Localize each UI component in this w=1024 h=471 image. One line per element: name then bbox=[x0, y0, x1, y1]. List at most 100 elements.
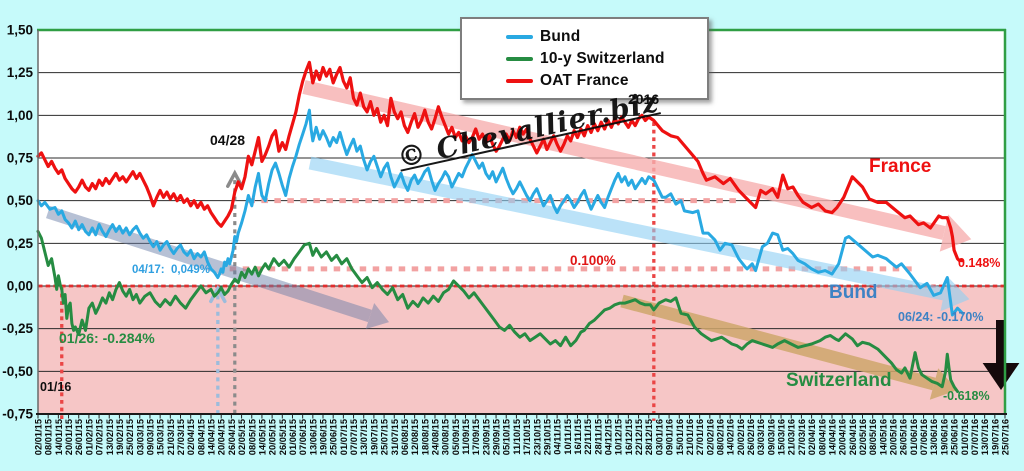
x-tick-label: 02/04/16 bbox=[807, 419, 817, 455]
x-tick-label: 10/11/15 bbox=[563, 419, 573, 455]
x-tick-label: 11/09/15 bbox=[461, 419, 471, 455]
x-tick-label: 08/04/16 bbox=[817, 419, 827, 455]
x-tick-label: 21/01/16 bbox=[685, 419, 695, 455]
x-tick-label: 26/04/15 bbox=[227, 419, 237, 455]
france-line-swatch bbox=[506, 78, 533, 84]
x-tick-label: 14/01/15 bbox=[54, 419, 64, 455]
x-tick-label: 02/05/15 bbox=[237, 419, 247, 455]
x-tick-label: 08/02/16 bbox=[715, 419, 725, 455]
x-tick-label: 20/04/16 bbox=[838, 419, 848, 455]
x-tick-label: 19/06/16 bbox=[939, 419, 949, 455]
up-chevron-icon bbox=[209, 284, 227, 304]
x-tick-label: 14/04/16 bbox=[827, 419, 837, 455]
x-tick-label: 19/06/15 bbox=[319, 419, 329, 455]
x-tick-label: 25/07/15 bbox=[380, 419, 390, 455]
x-tick-label: 20/04/15 bbox=[217, 419, 227, 455]
x-tick-label: 09/01/16 bbox=[665, 419, 675, 455]
x-tick-label: 15/03/15 bbox=[156, 419, 166, 455]
x-tick-label: 15/01/16 bbox=[675, 419, 685, 455]
x-tick-label: 03/01/16 bbox=[654, 419, 664, 455]
10-y-switzerland-curve bbox=[36, 229, 959, 393]
x-axis: 02/01/15 08/01/15 14/01/15 20/01/15 26/01/15… bbox=[34, 414, 1011, 455]
x-tick-label: 03/03/16 bbox=[756, 419, 766, 455]
x-tick-label: 08/05/15 bbox=[247, 419, 257, 455]
x-tick-label: 28/12/15 bbox=[644, 419, 654, 455]
legend-item-bund: Bund bbox=[506, 26, 699, 48]
x-tick-label: 08/01/15 bbox=[44, 419, 54, 455]
x-tick-label: 13/06/15 bbox=[308, 419, 318, 455]
x-tick-label: 14/05/15 bbox=[257, 419, 267, 455]
x-tick-label: 01/06/15 bbox=[288, 419, 298, 455]
legend-label-bund: Bund bbox=[540, 28, 581, 45]
x-tick-label: 07/07/15 bbox=[349, 419, 359, 455]
below-zero-region bbox=[38, 286, 1005, 414]
x-tick-label: 01/02/15 bbox=[84, 419, 94, 455]
x-tick-label: 01/07/16 bbox=[960, 419, 970, 455]
x-tick-label: 27/03/16 bbox=[797, 419, 807, 455]
x-tick-label: 20/05/16 bbox=[889, 419, 899, 455]
legend-item-switzerland: 10-y Switzerland bbox=[506, 48, 699, 70]
x-tick-label: 07/06/15 bbox=[298, 419, 308, 455]
x-tick-label: 27/03/15 bbox=[176, 419, 186, 455]
x-tick-label: 25/06/15 bbox=[329, 419, 339, 455]
x-tick-label: 23/10/15 bbox=[532, 419, 542, 455]
y-tick-label: -0,75 bbox=[2, 407, 33, 422]
x-tick-label: 16/11/15 bbox=[573, 419, 583, 455]
y-tick-label: 0,25 bbox=[7, 236, 34, 251]
legend: Bund 10-y Switzerland OAT France bbox=[460, 17, 709, 100]
x-tick-label: 19/07/15 bbox=[369, 419, 379, 455]
x-tick-label: 19/02/15 bbox=[115, 419, 125, 455]
y-tick-label: -0,25 bbox=[2, 321, 33, 336]
x-tick-label: 16/12/15 bbox=[624, 419, 634, 455]
x-tick-label: 28/11/15 bbox=[593, 419, 603, 455]
x-tick-label: 22/11/15 bbox=[583, 419, 593, 455]
x-tick-label: 13/07/16 bbox=[980, 419, 990, 455]
x-tick-label: 14/02/16 bbox=[726, 419, 736, 455]
x-tick-label: 08/04/15 bbox=[196, 419, 206, 455]
x-tick-label: 10/12/15 bbox=[614, 419, 624, 455]
x-tick-label: 05/10/15 bbox=[502, 419, 512, 455]
reference-lines bbox=[38, 122, 1005, 421]
bund-curve bbox=[36, 108, 965, 317]
y-tick-label: 1,50 bbox=[7, 23, 33, 38]
x-tick-label: 17/10/15 bbox=[522, 419, 532, 455]
legend-label-switzerland: 10-y Switzerland bbox=[540, 50, 665, 67]
x-tick-label: 29/09/15 bbox=[492, 419, 502, 455]
x-tick-label: 31/07/15 bbox=[390, 419, 400, 455]
x-tick-label: 27/01/16 bbox=[695, 419, 705, 455]
oat-france-curve bbox=[36, 60, 965, 263]
black-down-arrow bbox=[982, 320, 1020, 390]
series-lines bbox=[36, 60, 965, 393]
x-tick-label: 18/08/15 bbox=[420, 419, 430, 455]
y-tick-label: 0,75 bbox=[7, 151, 34, 166]
x-tick-label: 29/10/15 bbox=[542, 419, 552, 455]
x-tick-label: 11/10/15 bbox=[512, 419, 522, 455]
x-tick-label: 01/06/16 bbox=[909, 419, 919, 455]
x-tick-label: 07/06/16 bbox=[919, 419, 929, 455]
x-tick-label: 26/04/16 bbox=[848, 419, 858, 455]
x-tick-label: 07/07/16 bbox=[970, 419, 980, 455]
x-tick-label: 02/04/15 bbox=[186, 419, 196, 455]
y-tick-label: 1,00 bbox=[7, 108, 33, 123]
x-tick-label: 26/01/15 bbox=[74, 419, 84, 455]
x-tick-label: 20/01/15 bbox=[64, 419, 74, 455]
x-tick-label: 04/12/15 bbox=[604, 419, 614, 455]
switzerland-line-swatch bbox=[506, 56, 533, 62]
x-tick-label: 20/02/16 bbox=[736, 419, 746, 455]
legend-label-france: OAT France bbox=[540, 72, 629, 89]
x-tick-label: 06/08/15 bbox=[400, 419, 410, 455]
x-tick-label: 17/09/15 bbox=[471, 419, 481, 455]
y-tick-label: 0,50 bbox=[7, 193, 33, 208]
x-tick-label: 13/07/15 bbox=[359, 419, 369, 455]
x-tick-label: 15/03/16 bbox=[777, 419, 787, 455]
x-tick-label: 14/05/16 bbox=[878, 419, 888, 455]
x-tick-label: 26/02/16 bbox=[746, 419, 756, 455]
x-tick-label: 20/05/15 bbox=[268, 419, 278, 455]
x-tick-label: 02/02/16 bbox=[705, 419, 715, 455]
x-tick-label: 30/08/15 bbox=[441, 419, 451, 455]
y-tick-label: 0,00 bbox=[7, 279, 33, 294]
x-tick-label: 02/01/15 bbox=[34, 419, 44, 455]
x-tick-label: 03/03/15 bbox=[135, 419, 145, 455]
x-tick-label: 26/05/16 bbox=[899, 419, 909, 455]
